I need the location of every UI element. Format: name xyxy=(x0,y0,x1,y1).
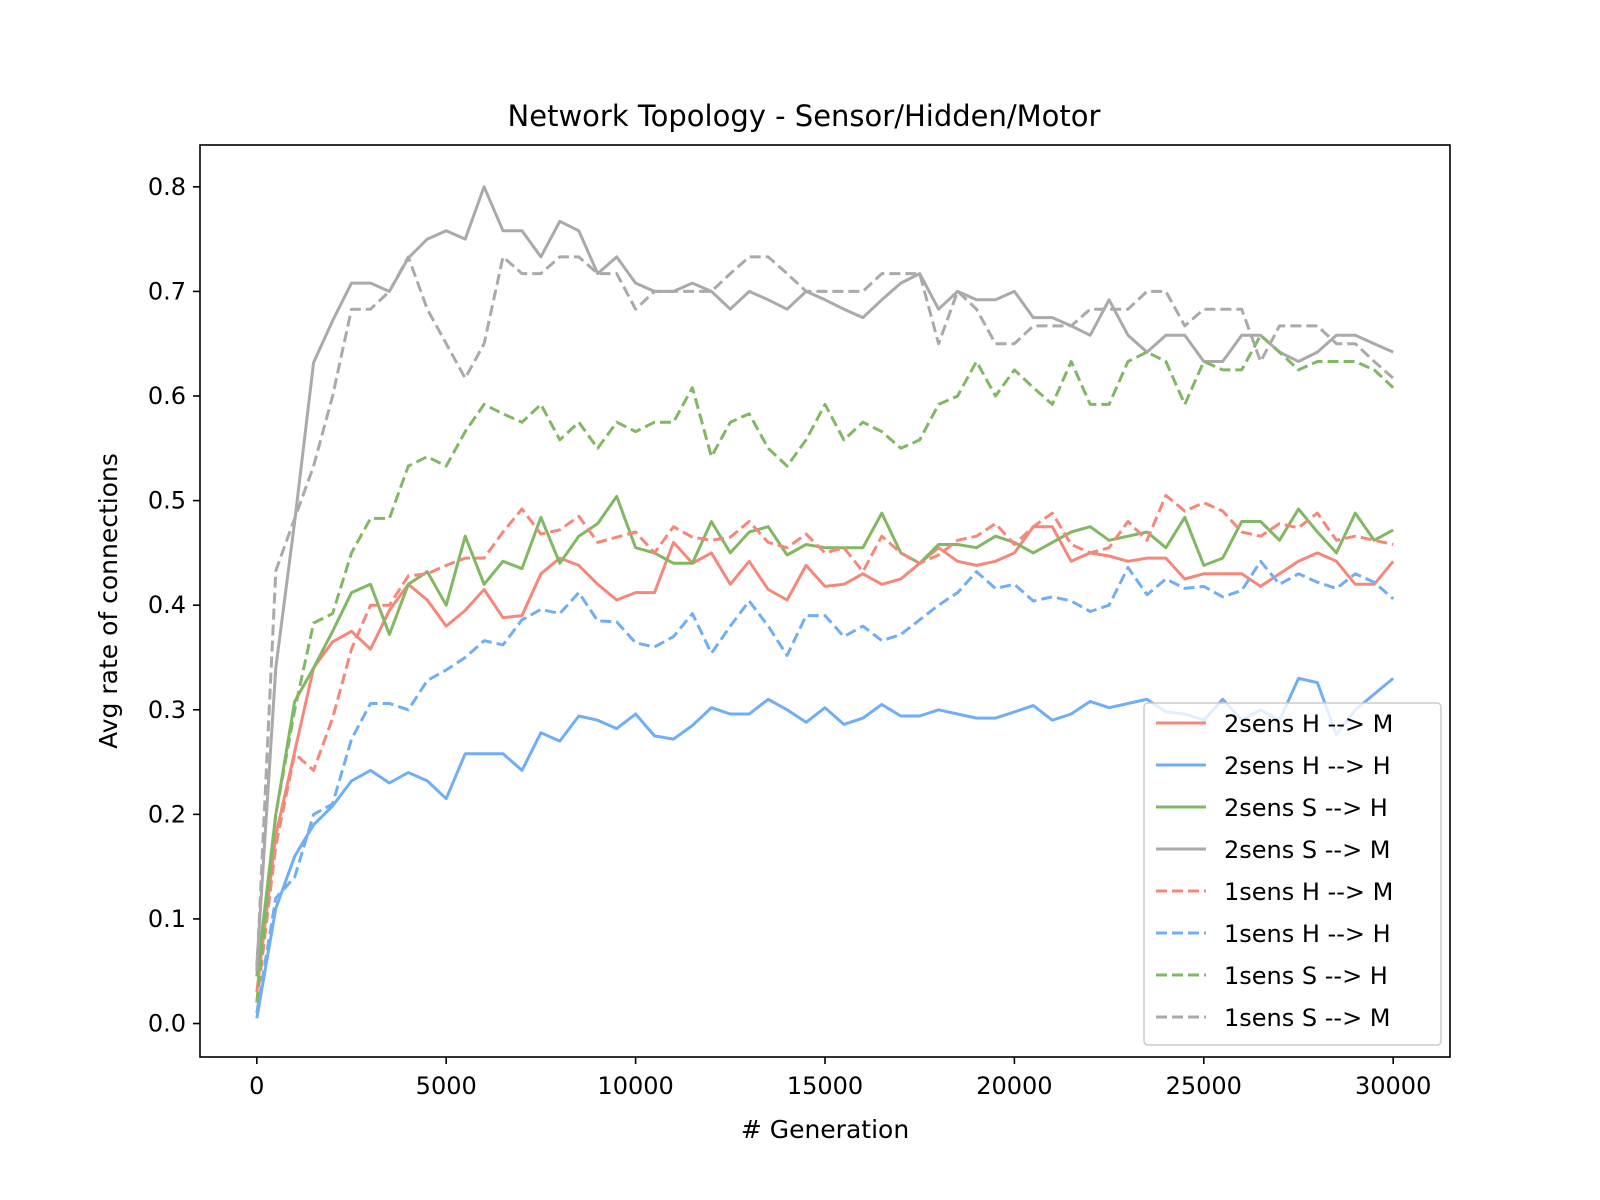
y-tick-label: 0.5 xyxy=(148,487,186,515)
series-line-5 xyxy=(255,493,1394,1003)
legend: 2sens H --> M 2sens H --> H 2sens S --> H 2… xyxy=(1143,702,1442,1046)
y-tick-label: 0.4 xyxy=(148,591,186,619)
y-axis-label: Avg rate of connections xyxy=(94,453,123,749)
x-tick-label: 25000 xyxy=(1166,1072,1242,1100)
series-line-6 xyxy=(255,559,1395,1014)
y-tick-label: 0.6 xyxy=(148,382,186,410)
y-tick-label: 0.2 xyxy=(148,800,186,828)
x-tick-label: 10000 xyxy=(597,1072,673,1100)
series-layer xyxy=(255,185,1395,1019)
chart-title: Network Topology - Sensor/Hidden/Motor xyxy=(508,99,1101,133)
legend-label: 2sens S --> M xyxy=(1224,836,1391,864)
legend-label: 1sens S --> M xyxy=(1224,1004,1391,1032)
x-tick-label: 15000 xyxy=(787,1072,863,1100)
x-tick-label: 20000 xyxy=(976,1072,1052,1100)
y-tick-label: 0.1 xyxy=(148,905,186,933)
x-axis-label: # Generation xyxy=(741,1115,909,1144)
x-axis: 0 5000 10000 15000 20000 25000 30000 xyxy=(249,1057,1431,1100)
series-line-1 xyxy=(255,525,1395,993)
series-line-7 xyxy=(255,333,1395,1003)
x-tick-label: 5000 xyxy=(416,1072,477,1100)
legend-label: 2sens H --> H xyxy=(1224,752,1391,780)
y-tick-label: 0.3 xyxy=(148,696,186,724)
legend-label: 2sens S --> H xyxy=(1224,794,1388,822)
legend-label: 2sens H --> M xyxy=(1224,710,1393,738)
y-tick-label: 0.0 xyxy=(148,1010,186,1038)
series-line-3 xyxy=(255,494,1394,977)
y-tick-label: 0.7 xyxy=(148,277,186,305)
y-tick-label: 0.8 xyxy=(148,173,186,201)
legend-box xyxy=(1143,702,1442,1046)
series-line-8 xyxy=(255,255,1395,972)
series-line-4 xyxy=(255,185,1394,967)
x-tick-label: 0 xyxy=(249,1072,264,1100)
legend-label: 1sens H --> M xyxy=(1224,878,1393,906)
y-axis: 0.0 0.1 0.2 0.3 0.4 0.5 0.6 0.7 0.8 xyxy=(148,173,200,1038)
x-tick-label: 30000 xyxy=(1355,1072,1431,1100)
legend-label: 1sens S --> H xyxy=(1224,962,1388,990)
legend-label: 1sens H --> H xyxy=(1224,920,1391,948)
